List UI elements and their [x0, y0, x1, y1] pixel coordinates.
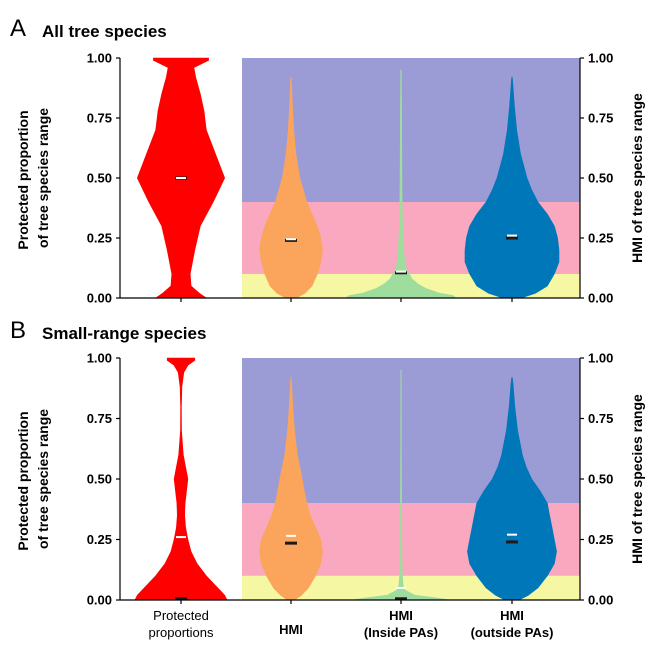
panel-a-violin-hmi-outside — [464, 76, 560, 299]
category-label-line: (outside PAs) — [471, 625, 554, 640]
panel-b-median-hmi-inside — [395, 597, 407, 601]
panel-b: B Small-range species 0.00 0.000.25 0.250.… — [10, 317, 645, 608]
panel-b-left-tick-label: 1.00 — [87, 351, 112, 366]
category-label-line: proportions — [148, 625, 214, 640]
panel-b-letter: B — [10, 317, 26, 344]
panel-b-left-tick-label: 0.25 — [87, 532, 112, 547]
panel-b-mean-hmi-inside — [396, 586, 406, 589]
panel-b-left-axis-title-line2: of tree species range — [35, 409, 51, 549]
panel-a-mean-hmi-inside — [396, 270, 406, 273]
panel-a-title: All tree species — [42, 22, 167, 41]
category-label-line: HMI — [279, 622, 303, 637]
panel-b-mean-hmi — [286, 534, 296, 537]
panel-a-median-hmi-outside — [506, 236, 518, 240]
panel-a-left-axis-title: Protected proportion of tree species ran… — [15, 106, 51, 249]
panel-b-right-axis-title: HMI of tree species range — [629, 394, 645, 564]
panel-a-violin-hmi-inside — [345, 69, 457, 299]
panel-a-right-tick-label: 0.75 — [588, 111, 613, 126]
panel-a-left-tick-label: 0.25 — [87, 231, 112, 246]
panel-b-violins — [134, 357, 557, 601]
panel-b-mean-protected — [176, 536, 186, 539]
category-label-line: Protected — [153, 608, 209, 623]
panel-b-right-tick-label: 0.25 — [588, 532, 613, 547]
panel-b-left-tick-label: 0.00 — [87, 593, 112, 608]
panel-b-left-axis-title: Protected proportion of tree species ran… — [15, 407, 51, 550]
panel-b-axes: 0.00 0.00 0.25 0.25 0.50 0.50 0.75 0.75 1.00 1.00 — [87, 351, 614, 608]
panel-b-right-tick-label: 0.75 — [588, 411, 613, 426]
panel-b-median-hmi-outside — [506, 540, 518, 544]
panel-b-title: Small-range species — [42, 324, 206, 343]
panel-a-mean-hmi — [286, 238, 296, 241]
category-label-hmi: HMI — [279, 622, 303, 637]
category-label-protected: Protected proportions — [148, 608, 214, 640]
panel-b-violin-hmi — [259, 377, 323, 601]
panel-b-violin-protected — [134, 357, 228, 601]
panel-b-mean-hmi-outside — [507, 533, 517, 536]
panel-a-letter: A — [10, 15, 26, 42]
panel-b-left-tick-label: 0.50 — [87, 472, 112, 487]
panel-a-left-axis-title-line1: Protected proportion — [15, 110, 31, 249]
panel-a-right-tick-label: 1.00 — [588, 51, 613, 66]
panel-a-axes: 0.00 0.00 0.25 0.25 0.50 0.50 0.75 0.75 1.00 1.00 — [87, 51, 614, 306]
category-label-line: (Inside PAs) — [364, 625, 438, 640]
panel-b-median-hmi — [285, 541, 297, 545]
panel-a-median-hmi-inside — [395, 271, 407, 275]
category-label-line: HMI — [389, 608, 413, 623]
panel-a-left-tick-label: 0.00 — [87, 291, 112, 306]
panel-a-left-tick-label: 0.50 — [87, 171, 112, 186]
panel-a-right-tick-label: 0.50 — [588, 171, 613, 186]
category-label-hmi-outside: HMI (outside PAs) — [471, 608, 554, 640]
panel-a-left-axis-title-line2: of tree species range — [35, 108, 51, 248]
panel-b-right-tick-label: 0.00 — [588, 593, 613, 608]
panel-a-right-tick-label: 0.00 — [588, 291, 613, 306]
panel-b-right-tick-label: 1.00 — [588, 351, 613, 366]
category-label-line: HMI — [500, 608, 524, 623]
panel-b-median-protected — [175, 597, 187, 601]
panel-a-right-axis-title: HMI of tree species range — [629, 93, 645, 263]
panel-b-left-tick-label: 0.75 — [87, 411, 112, 426]
panel-a-violins — [137, 57, 560, 299]
panel-a-median-hmi — [285, 238, 297, 242]
panel-a-left-tick-label: 0.75 — [87, 111, 112, 126]
panel-b-violin-hmi-outside — [467, 377, 557, 601]
panel-b-left-axis-title-line1: Protected proportion — [15, 411, 31, 550]
panel-a: A All tree species 0.00 0.000.25 0.250.50 0… — [10, 15, 645, 306]
category-label-hmi-inside: HMI (Inside PAs) — [364, 608, 438, 640]
panel-a-mean-protected — [176, 177, 186, 179]
panel-b-right-tick-label: 0.50 — [588, 472, 613, 487]
panel-a-mean-hmi-outside — [507, 234, 517, 237]
panel-a-right-tick-label: 0.25 — [588, 231, 613, 246]
panel-a-left-tick-label: 1.00 — [87, 51, 112, 66]
panel-a-violin-hmi — [259, 76, 323, 299]
